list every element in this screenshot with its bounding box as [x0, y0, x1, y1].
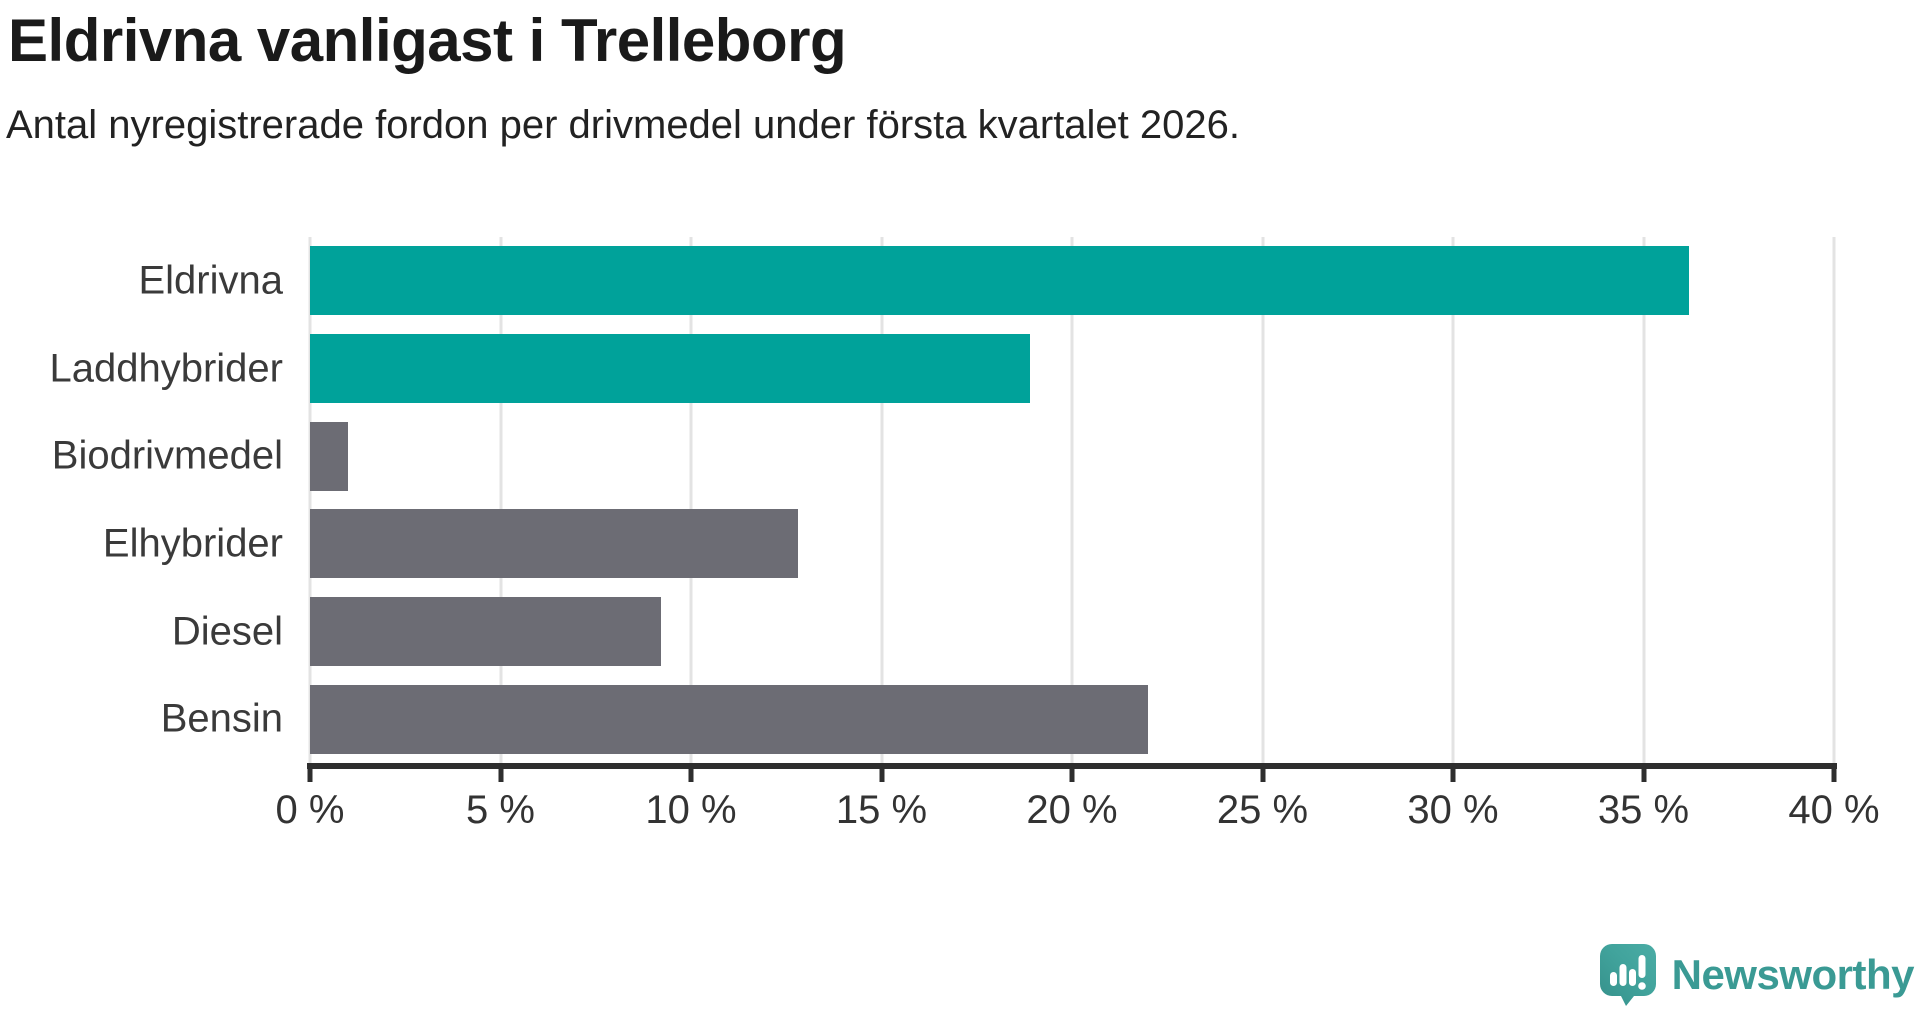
x-axis-line [307, 763, 1837, 769]
bar-bensin [310, 684, 1149, 754]
x-tick-40 [1831, 769, 1837, 782]
chart-subtitle: Antal nyregistrerade fordon per drivmede… [6, 103, 1241, 147]
x-tick-25 [1260, 769, 1265, 782]
gridline-30 [1451, 237, 1455, 763]
gridline-5 [499, 237, 502, 763]
bar-biodrivmedel [310, 421, 349, 491]
x-tick-5 [498, 769, 503, 782]
bar-chart-plot-area: Eldrivna Laddhybrider Biodrivmedel Elhybrid… [50, 237, 1880, 832]
logo-exclamation-dot [1637, 982, 1646, 990]
bar-eldrivna [310, 246, 1690, 316]
category-label-biodrivmedel: Biodrivmedel [51, 433, 283, 478]
x-tick-10 [688, 769, 694, 782]
x-tick-0 [307, 769, 313, 782]
logo-bar-2 [1619, 964, 1627, 986]
bar-diesel [310, 597, 661, 666]
x-tick-label-40: 40 % [1788, 788, 1880, 832]
logo-bar-1 [1609, 972, 1617, 986]
logo-exclamation-bar [1638, 955, 1646, 978]
logo-bar-3 [1628, 969, 1636, 986]
category-label-elhybrider: Elhybrider [102, 521, 283, 566]
bar-elhybrider [310, 509, 798, 579]
x-tick-label-0: 0 % [275, 788, 345, 832]
newsworthy-logo-icon [1599, 944, 1656, 1006]
x-tick-label-15: 15 % [835, 788, 928, 832]
gridline-10 [689, 237, 693, 763]
gridline-20 [1070, 237, 1074, 763]
x-tick-label-35: 35 % [1597, 788, 1690, 832]
logo-bubble-shape [1599, 944, 1656, 1006]
bar-laddhybrider [310, 334, 1031, 403]
x-tick-35 [1641, 769, 1646, 782]
brand-footer: Newsworthy [1599, 944, 1915, 1006]
x-tick-20 [1069, 769, 1075, 782]
x-tick-label-25: 25 % [1216, 788, 1309, 832]
x-tick-label-30: 30 % [1407, 788, 1499, 832]
gridline-0 [308, 237, 312, 763]
x-tick-label-5: 5 % [466, 788, 535, 832]
category-label-diesel: Diesel [171, 609, 283, 653]
category-label-laddhybrider: Laddhybrider [49, 346, 284, 390]
category-label-bensin: Bensin [160, 696, 283, 741]
brand-name: Newsworthy [1671, 951, 1915, 998]
gridline-40 [1832, 237, 1836, 763]
x-tick-15 [879, 769, 884, 782]
gridline-15 [880, 237, 883, 763]
category-label-eldrivna: Eldrivna [138, 258, 283, 303]
x-tick-label-20: 20 % [1026, 788, 1118, 832]
gridline-25 [1261, 237, 1264, 763]
gridline-35 [1642, 237, 1645, 763]
x-tick-label-10: 10 % [645, 788, 737, 832]
x-tick-30 [1450, 769, 1456, 782]
chart-title: Eldrivna vanligast i Trelleborg [8, 7, 847, 74]
